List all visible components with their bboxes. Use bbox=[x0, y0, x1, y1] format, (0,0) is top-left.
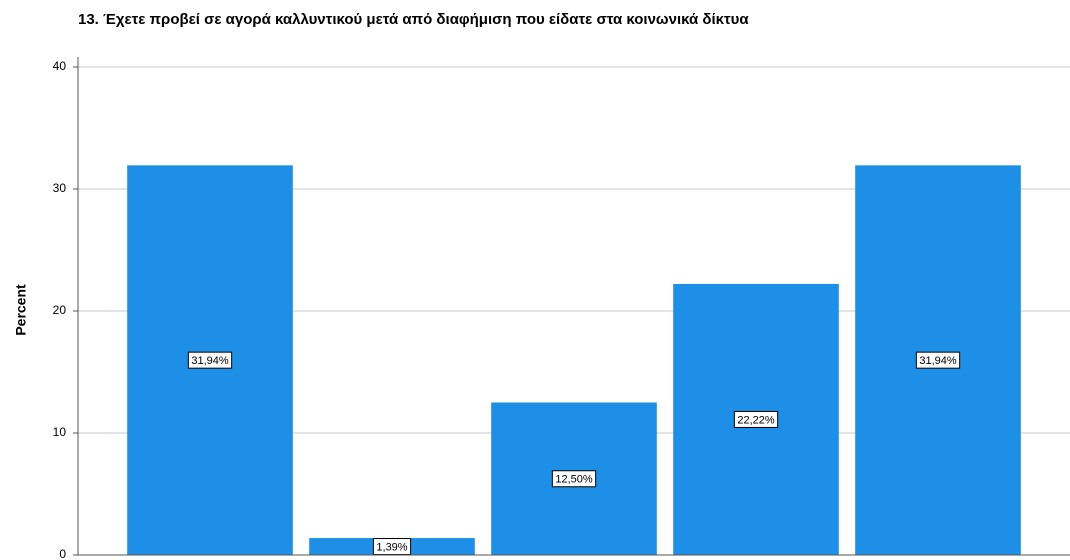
value-label-box bbox=[551, 470, 597, 488]
y-axis-label: Percent bbox=[13, 284, 29, 336]
value-label-box bbox=[733, 410, 779, 428]
value-label: 1,39% bbox=[376, 541, 407, 553]
value-label: 31,94% bbox=[191, 355, 229, 367]
value-label-box bbox=[915, 351, 961, 369]
value-label: 22,22% bbox=[737, 414, 775, 426]
chart-title: 13. Έχετε προβεί σε αγορά καλλυντικού με… bbox=[78, 11, 749, 28]
y-tick-label: 0 bbox=[59, 547, 66, 560]
value-label: 12,50% bbox=[555, 474, 593, 486]
y-tick-label: 40 bbox=[53, 59, 67, 73]
y-tick-label: 20 bbox=[53, 303, 67, 317]
value-label: 31,94% bbox=[919, 355, 957, 367]
y-tick-label: 10 bbox=[53, 425, 67, 439]
value-label-box bbox=[187, 351, 233, 369]
y-tick-label: 30 bbox=[53, 181, 67, 195]
